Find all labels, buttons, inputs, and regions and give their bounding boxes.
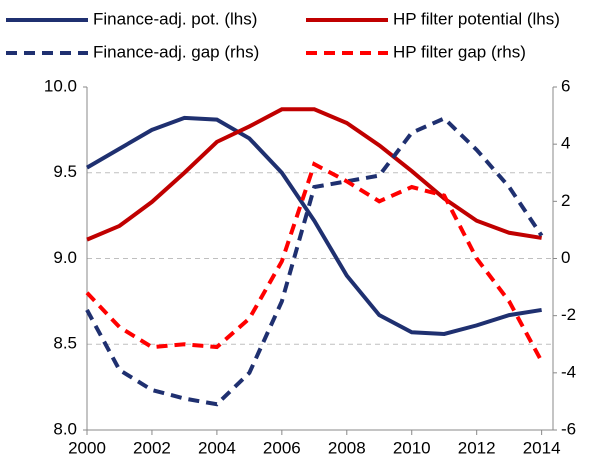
y2-tick-label: 0 [561, 248, 570, 267]
series-line [86, 107, 542, 242]
x-tick-label: 2014 [523, 438, 561, 457]
y-tick-label: 9.5 [53, 162, 77, 181]
legend-label: Finance-adj. pot. (lhs) [93, 9, 257, 28]
y-tick-label: 8.5 [53, 334, 77, 353]
x-tick-label: 2002 [133, 438, 171, 457]
y-tick-label: 8.0 [53, 419, 77, 438]
series-line [85, 115, 542, 336]
y2-tick-label: 2 [561, 191, 570, 210]
x-tick-label: 2012 [458, 438, 496, 457]
y2-tick-label: 4 [561, 134, 570, 153]
series-line [85, 116, 544, 407]
x-tick-label: 2006 [263, 438, 301, 457]
y-tick-label: 9.0 [53, 248, 77, 267]
x-tick-label: 2008 [328, 438, 366, 457]
y-tick-label: 10.0 [44, 76, 77, 95]
x-tick-label: 2010 [393, 438, 431, 457]
x-tick-label: 2000 [68, 438, 106, 457]
legend-label: HP filter gap (rhs) [393, 42, 526, 61]
legend-label: Finance-adj. gap (rhs) [93, 42, 259, 61]
y2-tick-label: -2 [561, 305, 576, 324]
y2-tick-label: -4 [561, 362, 576, 381]
legend-label: HP filter potential (lhs) [393, 9, 560, 28]
y2-tick-label: -6 [561, 419, 576, 438]
series-line [85, 161, 544, 363]
y2-tick-label: 6 [561, 76, 570, 95]
x-tick-label: 2004 [198, 438, 236, 457]
